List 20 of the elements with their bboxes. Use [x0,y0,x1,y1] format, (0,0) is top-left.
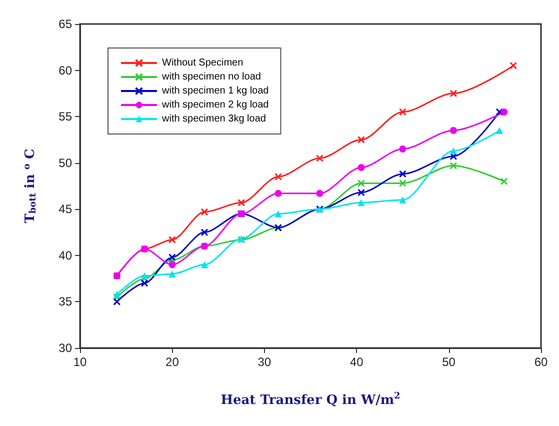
x-tick-label: 20 [166,355,180,369]
legend-label: with specimen 3kg load [161,114,266,124]
x-tick-label: 30 [258,355,272,369]
legend-label: Without Specimen [162,58,244,68]
x-tick-label: 10 [73,355,87,369]
x-tick-label: 60 [534,355,548,369]
y-tick-label: 60 [58,63,72,78]
y-tick-label: 55 [58,110,72,124]
y-axis-title: Tbott in o C [22,148,38,224]
y-tick-label: 35 [58,294,72,309]
y-tick-label: 65 [58,17,72,31]
y-tick-label: 30 [58,341,72,355]
y-tick-label: 50 [58,156,72,170]
x-tick-label: 50 [442,355,456,369]
y-tick-label: 45 [58,202,72,216]
legend-label: with specimen 1 kg load [161,86,269,96]
y-tick-label: 40 [58,248,72,262]
legend-label: with specimen 2 kg load [161,100,269,110]
legend-label: with specimen no load [161,72,261,82]
x-tick-label: 40 [350,355,364,369]
